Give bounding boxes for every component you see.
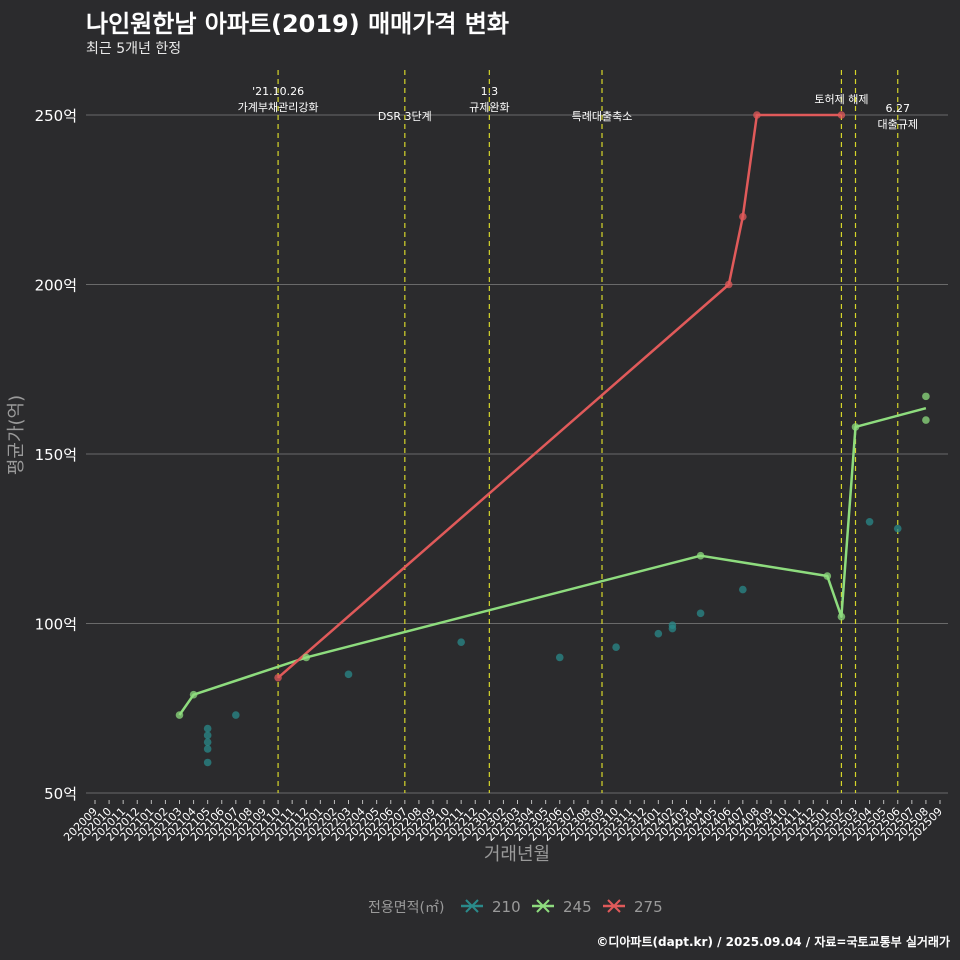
data-point-210 [696,609,705,618]
data-point-210 [203,758,212,767]
data-point-210 [457,638,465,646]
series-line-245 [178,406,927,716]
data-point-245 [696,551,705,560]
event-label: DSR 3단계 [378,110,432,123]
data-point-275 [837,111,846,119]
y-tick-label: 200억 [35,277,77,295]
y-axis-title: 평균가(억) [6,395,27,475]
legend-title: 전용면적(㎡) [368,900,444,916]
data-point-210 [344,670,353,679]
data-point-245 [189,690,198,699]
y-tick-label: 50억 [44,785,77,803]
data-point-210 [612,643,620,652]
data-point-210 [203,724,212,733]
data-point-245 [922,392,930,401]
data-point-275 [724,280,733,289]
data-point-210 [232,711,240,719]
data-point-210 [203,745,212,753]
data-point-210 [203,738,212,746]
data-point-275 [753,111,761,119]
legend-key-mark [465,899,479,913]
data-point-210 [555,653,564,662]
data-point-275 [739,212,747,221]
data-point-245 [851,423,860,431]
data-point-245 [837,612,846,621]
event-label: 특례대출축소 [572,110,633,123]
y-tick-label: 150억 [35,446,77,464]
x-axis-title: 거래년월 [484,844,550,865]
chart-subtitle: 최근 5개년 한정 [86,41,182,57]
data-point-245 [302,653,311,662]
data-point-210 [893,524,902,533]
event-label: 규제완화 [469,101,509,114]
data-point-245 [175,711,184,719]
legend-label-275: 275 [634,898,663,916]
data-point-210 [865,518,874,526]
legend-label-245: 245 [563,898,592,916]
data-point-275 [274,673,282,682]
event-label: 토허제 해제 [814,92,868,106]
y-tick-label: 250억 [35,107,77,125]
event-label: 6.27 [886,102,911,115]
legend-key-mark [607,899,621,913]
event-label: 대출규제 [878,118,918,131]
event-label: 1.3 [481,85,499,98]
data-point-210 [203,731,212,740]
data-point-245 [922,416,930,424]
legend-label-210: 210 [492,898,521,916]
legend-key-mark [536,899,550,913]
chart-title: 나인원한남 아파트(2019) 매매가격 변화 [86,10,509,38]
data-point-210 [739,585,747,594]
event-label: 가계부채관리강화 [238,101,319,114]
footer-credit: ©디아파트(dapt.kr) / 2025.09.04 / 자료=국토교통부 실… [596,935,950,949]
data-point-210 [654,629,663,638]
data-point-210 [668,621,677,629]
y-tick-label: 100억 [35,616,77,634]
data-point-245 [823,572,832,580]
event-label: '21.10.26 [252,85,304,98]
